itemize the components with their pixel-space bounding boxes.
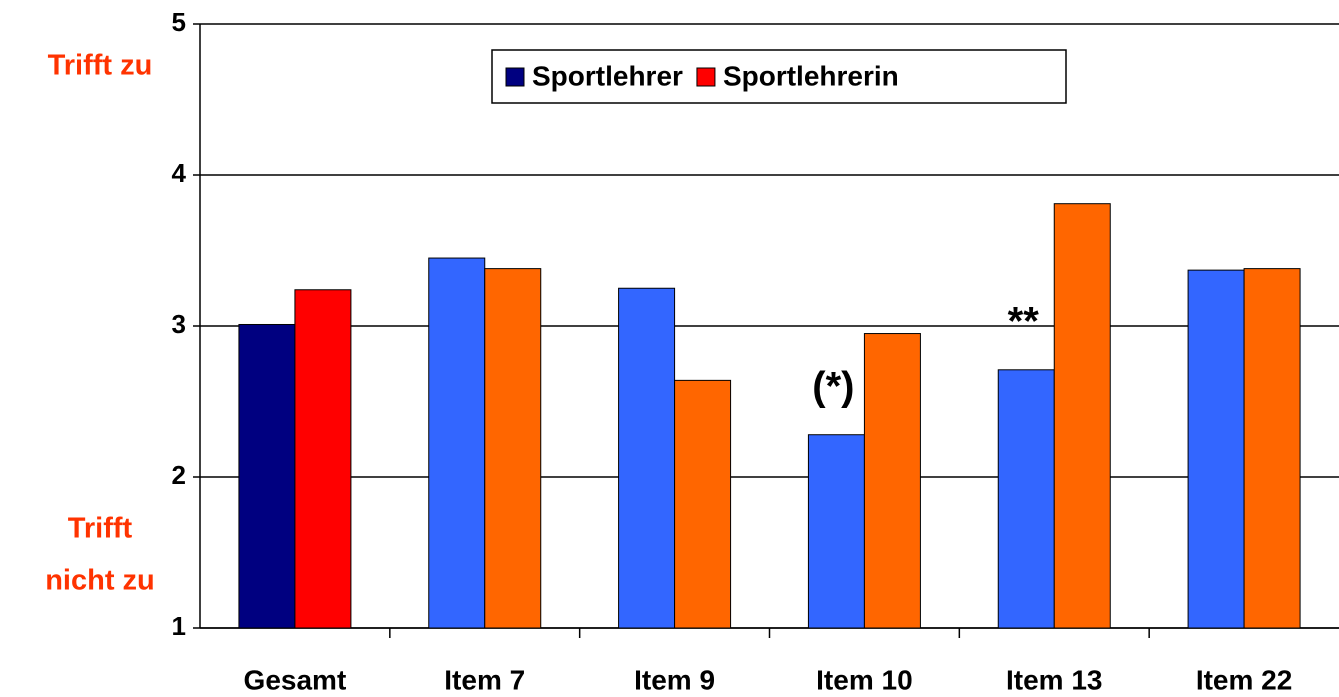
legend-swatch: [696, 67, 716, 87]
y-tick-label: 1: [172, 611, 186, 641]
bar: [428, 257, 486, 629]
annotation: (*): [812, 364, 854, 408]
annotation: **: [1008, 299, 1040, 343]
x-tick-label: Item 13: [1006, 664, 1103, 695]
bar: [1243, 268, 1301, 629]
bar: [674, 379, 732, 629]
y-tick-label: 5: [172, 7, 186, 37]
x-tick-label: Item 9: [634, 664, 715, 695]
x-tick-label: Gesamt: [244, 664, 347, 695]
bar: [294, 289, 352, 629]
y-tick-label: 2: [172, 460, 186, 490]
bar: [807, 434, 865, 629]
y-tick-label: 3: [172, 309, 186, 339]
legend-box: [491, 49, 1067, 104]
y-tick-label: 4: [172, 158, 187, 188]
y-label-bottom: nicht zu: [45, 565, 155, 597]
bar: [997, 369, 1055, 629]
bar: [484, 268, 542, 629]
x-tick-label: Item 7: [444, 664, 525, 695]
y-label-top: Trifft zu: [48, 50, 153, 82]
legend-label: Sportlehrerin: [723, 60, 899, 91]
bar: [863, 333, 921, 629]
y-label-bottom: Trifft: [68, 513, 133, 545]
bar: [1187, 269, 1245, 629]
bar: [238, 323, 296, 629]
bar: [1053, 203, 1111, 629]
legend-label: Sportlehrer: [532, 60, 683, 91]
legend-swatch: [505, 67, 525, 87]
x-tick-label: Item 10: [816, 664, 913, 695]
bar: [618, 287, 676, 629]
x-tick-label: Item 22: [1196, 664, 1293, 695]
